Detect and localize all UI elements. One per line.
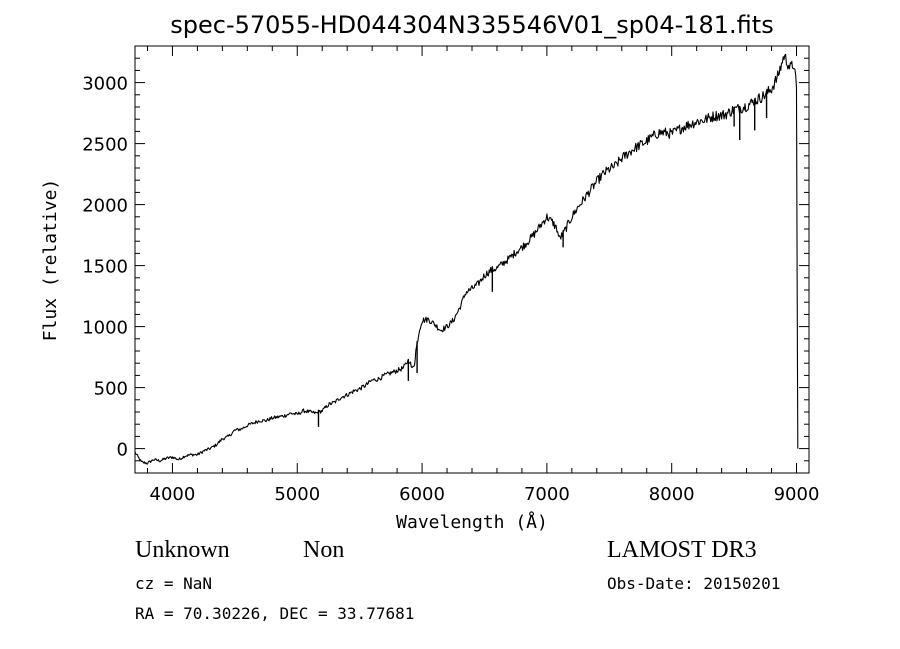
plot-frame [134, 45, 810, 474]
y-tick-label: 500 [94, 379, 128, 400]
y-tick-label: 1000 [82, 318, 128, 339]
y-tick-label: 0 [117, 440, 128, 461]
chart-title: spec-57055-HD044304N335546V01_sp04-181.f… [170, 11, 773, 39]
object-class: Non [303, 537, 345, 563]
y-tick-label: 2000 [82, 196, 128, 217]
x-axis-label: Wavelength (Å) [396, 511, 548, 533]
coordinates: RA = 70.30226, DEC = 33.77681 [135, 604, 415, 623]
y-axis-label: Flux (relative) [40, 179, 61, 342]
x-tick-labels: 4000 5000 6000 7000 8000 9000 [150, 484, 820, 505]
x-tick-label: 6000 [399, 484, 445, 505]
x-tick-label: 8000 [649, 484, 695, 505]
obs-date: Obs-Date: 20150201 [607, 574, 781, 593]
x-tick-label: 9000 [774, 484, 820, 505]
absorption-lines [317, 91, 768, 427]
y-tick-label: 3000 [82, 74, 128, 95]
flux-series-line [134, 53, 799, 465]
x-tick-label: 5000 [274, 484, 320, 505]
x-tick-label: 4000 [150, 484, 196, 505]
object-name: Unknown [135, 537, 230, 563]
y-tick-label: 1500 [82, 257, 128, 278]
y-tick-label: 2500 [82, 135, 128, 156]
axis-ticks [135, 46, 809, 473]
redshift-cz: cz = NaN [135, 574, 213, 593]
y-tick-labels: 0 500 1000 1500 2000 2500 3000 [82, 74, 128, 461]
x-tick-label: 7000 [524, 484, 570, 505]
survey-name: LAMOST DR3 [607, 537, 757, 563]
